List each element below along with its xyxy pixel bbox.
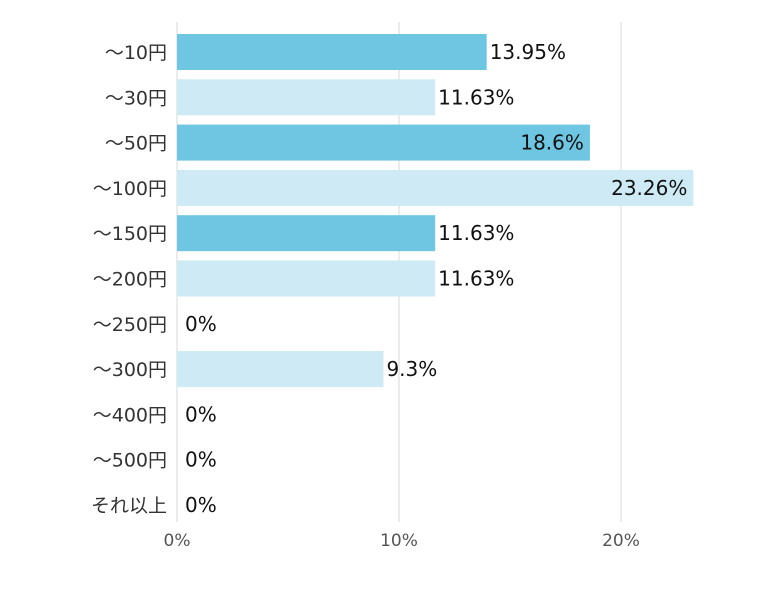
category-label: ～100円 xyxy=(93,178,167,200)
data-label: 11.63% xyxy=(438,267,514,291)
data-label: 0% xyxy=(185,493,217,517)
x-tick-label: 20% xyxy=(602,531,640,551)
value-labels: 13.95%11.63%18.6%23.26%11.63%11.63%0%9.3… xyxy=(185,40,687,517)
category-labels: ～10円 ～30円 ～50円 ～100円 ～150円 ～200円 ～250円 ～300円 ～40… xyxy=(91,42,167,517)
data-label: 18.6% xyxy=(520,131,584,155)
category-label: ～30円 xyxy=(105,87,167,109)
data-label: 0% xyxy=(185,402,217,426)
bar xyxy=(177,34,487,70)
bar xyxy=(177,124,590,161)
category-label: それ以上 xyxy=(91,495,167,517)
category-label: ～50円 xyxy=(105,133,167,155)
data-label: 0% xyxy=(185,448,217,472)
x-axis-tick-labels: 0% 10% 20% xyxy=(164,531,640,551)
data-label: 0% xyxy=(185,312,217,336)
data-label: 13.95% xyxy=(490,40,566,64)
category-label: ～250円 xyxy=(93,314,167,336)
category-label: ～200円 xyxy=(93,269,167,291)
x-tick-label: 0% xyxy=(164,531,191,551)
bar xyxy=(177,169,694,206)
category-label: ～10円 xyxy=(105,42,167,64)
bar xyxy=(177,215,436,252)
data-label: 23.26% xyxy=(611,176,687,200)
category-label: ～400円 xyxy=(93,404,167,426)
data-label: 9.3% xyxy=(386,357,437,381)
bar xyxy=(177,351,384,388)
category-label: ～150円 xyxy=(93,223,167,245)
x-tick-label: 10% xyxy=(380,531,418,551)
bars xyxy=(177,34,694,388)
data-label: 11.63% xyxy=(438,221,514,245)
bar xyxy=(177,79,436,116)
category-label: ～300円 xyxy=(93,359,167,381)
bar xyxy=(177,260,436,297)
category-label: ～500円 xyxy=(93,450,167,472)
data-label: 11.63% xyxy=(438,85,514,109)
